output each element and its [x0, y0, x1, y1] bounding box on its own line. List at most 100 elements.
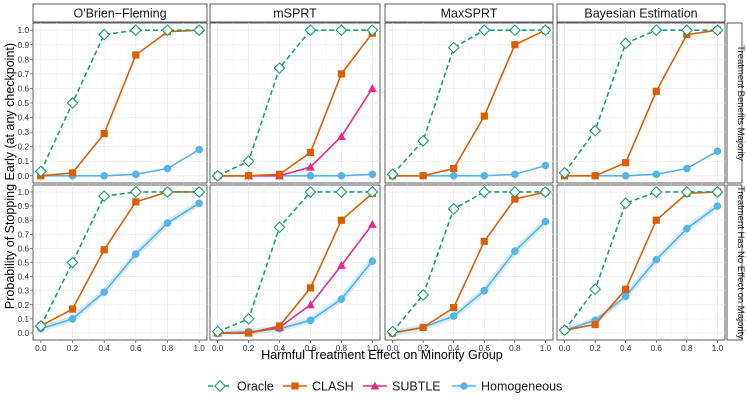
oracle-point — [650, 24, 663, 37]
y-tick-label: 0.3 — [18, 128, 30, 137]
oracle-point — [539, 24, 552, 37]
subtle-point — [337, 132, 346, 141]
x-tick-label: 0.0 — [35, 344, 47, 353]
clash-point — [337, 216, 346, 224]
column-strip-label: O'Brien−Fleming — [73, 7, 166, 21]
oracle-point — [619, 197, 632, 210]
x-tick-label: 0.4 — [98, 344, 110, 353]
homogeneous-point — [337, 295, 346, 303]
clash-line — [392, 191, 546, 334]
panel-r1-c1: 0.0 0.2 0.4 0.6 0.8 1.0 — [209, 184, 381, 353]
legend-label: CLASH — [312, 380, 354, 394]
series-homogeneous — [37, 199, 203, 333]
clash-point — [591, 172, 599, 180]
strip-background — [384, 3, 554, 23]
oracle-point — [680, 24, 693, 37]
clash-point — [652, 87, 660, 95]
subtle-point — [306, 162, 315, 171]
strips-layer: O'Brien−Fleming mSPRT MaxSPRT Bayesian Esti… — [32, 3, 746, 341]
clash-point — [622, 159, 630, 167]
clash-line — [564, 29, 718, 177]
homogeneous-point — [541, 217, 550, 226]
legend-marker — [214, 380, 226, 392]
homogeneous-point — [195, 199, 203, 208]
oracle-point — [558, 324, 571, 337]
series-oracle — [34, 185, 206, 332]
oracle-point — [558, 166, 571, 179]
y-tick-label: 0.2 — [18, 301, 30, 310]
oracle-point — [273, 62, 286, 75]
y-tick-label: 0.1 — [18, 315, 30, 324]
x-tick-label: 0.6 — [130, 344, 142, 353]
x-tick-label: 1.0 — [367, 344, 379, 353]
clash-point — [244, 329, 253, 337]
x-tick-label: 1.0 — [193, 344, 205, 353]
y-tick-label: 0.2 — [18, 143, 30, 152]
homogeneous-point — [713, 202, 722, 210]
clash-point — [480, 237, 488, 245]
clash-point — [450, 164, 458, 173]
clash-point — [337, 70, 346, 78]
homogeneous-point — [100, 172, 108, 180]
homogeneous-point — [511, 247, 519, 256]
x-tick-label: 0.4 — [274, 344, 286, 353]
x-axis-title: Harmful Treatment Effect on Minority Gro… — [261, 348, 503, 362]
series-oracle — [34, 24, 206, 178]
x-tick-label: 1.0 — [712, 344, 724, 353]
oracle-point — [417, 134, 430, 147]
oracle-point — [211, 169, 224, 182]
y-tick-label: 0.7 — [18, 70, 30, 79]
homogeneous-point — [195, 145, 203, 154]
panel-r1-c2: 0.0 0.2 0.4 0.6 0.8 1.0 — [384, 184, 554, 353]
oracle-point — [304, 185, 317, 198]
x-tick-label: 0.0 — [559, 344, 571, 353]
homogeneous-line — [40, 148, 200, 177]
clash-point — [511, 41, 519, 49]
oracle-point — [447, 41, 460, 54]
clash-point — [622, 285, 630, 293]
row-strip-label: Treatment Benefits Majority — [735, 45, 746, 161]
x-tick-label: 0.6 — [305, 344, 317, 353]
x-tick-label: 0.2 — [417, 344, 429, 353]
homogeneous-point — [480, 172, 489, 180]
oracle-point — [335, 24, 348, 37]
homogeneous-point — [368, 170, 377, 179]
legend-label: Oracle — [237, 380, 274, 394]
row-strip-0: Treatment Benefits Majority — [726, 22, 746, 184]
oracle-point — [619, 37, 632, 50]
homogeneous-point — [368, 257, 377, 265]
clash-point — [306, 284, 315, 292]
clash-point — [68, 305, 77, 313]
oracle-point — [304, 24, 317, 37]
column-strip-2: MaxSPRT — [384, 3, 554, 23]
column-strip-label: mSPRT — [273, 7, 317, 21]
oracle-point — [242, 155, 255, 168]
panel-r0-c1 — [209, 22, 381, 184]
x-tick-label: 0.8 — [162, 344, 174, 353]
homogeneous-point — [163, 164, 172, 173]
column-strip-1: mSPRT — [209, 3, 381, 23]
column-strip-label: Bayesian Estimation — [584, 7, 697, 21]
y-tick-label: 0.5 — [18, 259, 30, 268]
oracle-point — [417, 288, 430, 301]
oracle-point — [589, 124, 602, 137]
x-tick-label: 0.8 — [509, 344, 521, 353]
homogeneous-point — [132, 250, 140, 258]
legend-marker — [370, 381, 380, 390]
strip-background — [32, 3, 208, 23]
y-tick-label: 0.5 — [18, 99, 30, 108]
oracle-point — [366, 185, 379, 198]
oracle-point — [478, 24, 491, 37]
oracle-point — [129, 185, 142, 198]
x-tick-label: 0.2 — [67, 344, 79, 353]
clash-line — [217, 32, 373, 177]
panel-r0-c0: 0.0 0.1 0.2 0.3 0.4 0.5 0.6 0.7 0.8 0.9 1.0 — [18, 22, 208, 184]
homogeneous-point — [337, 172, 346, 180]
panel-r0-c3 — [556, 22, 726, 184]
panels-layer: 0.00.10.20.30.40.50.60.70.80.91.00.00.10… — [18, 22, 726, 353]
oracle-point — [478, 185, 491, 198]
y-tick-label: 0.0 — [18, 172, 30, 181]
oracle-point — [161, 185, 174, 198]
oracle-point — [66, 256, 79, 269]
